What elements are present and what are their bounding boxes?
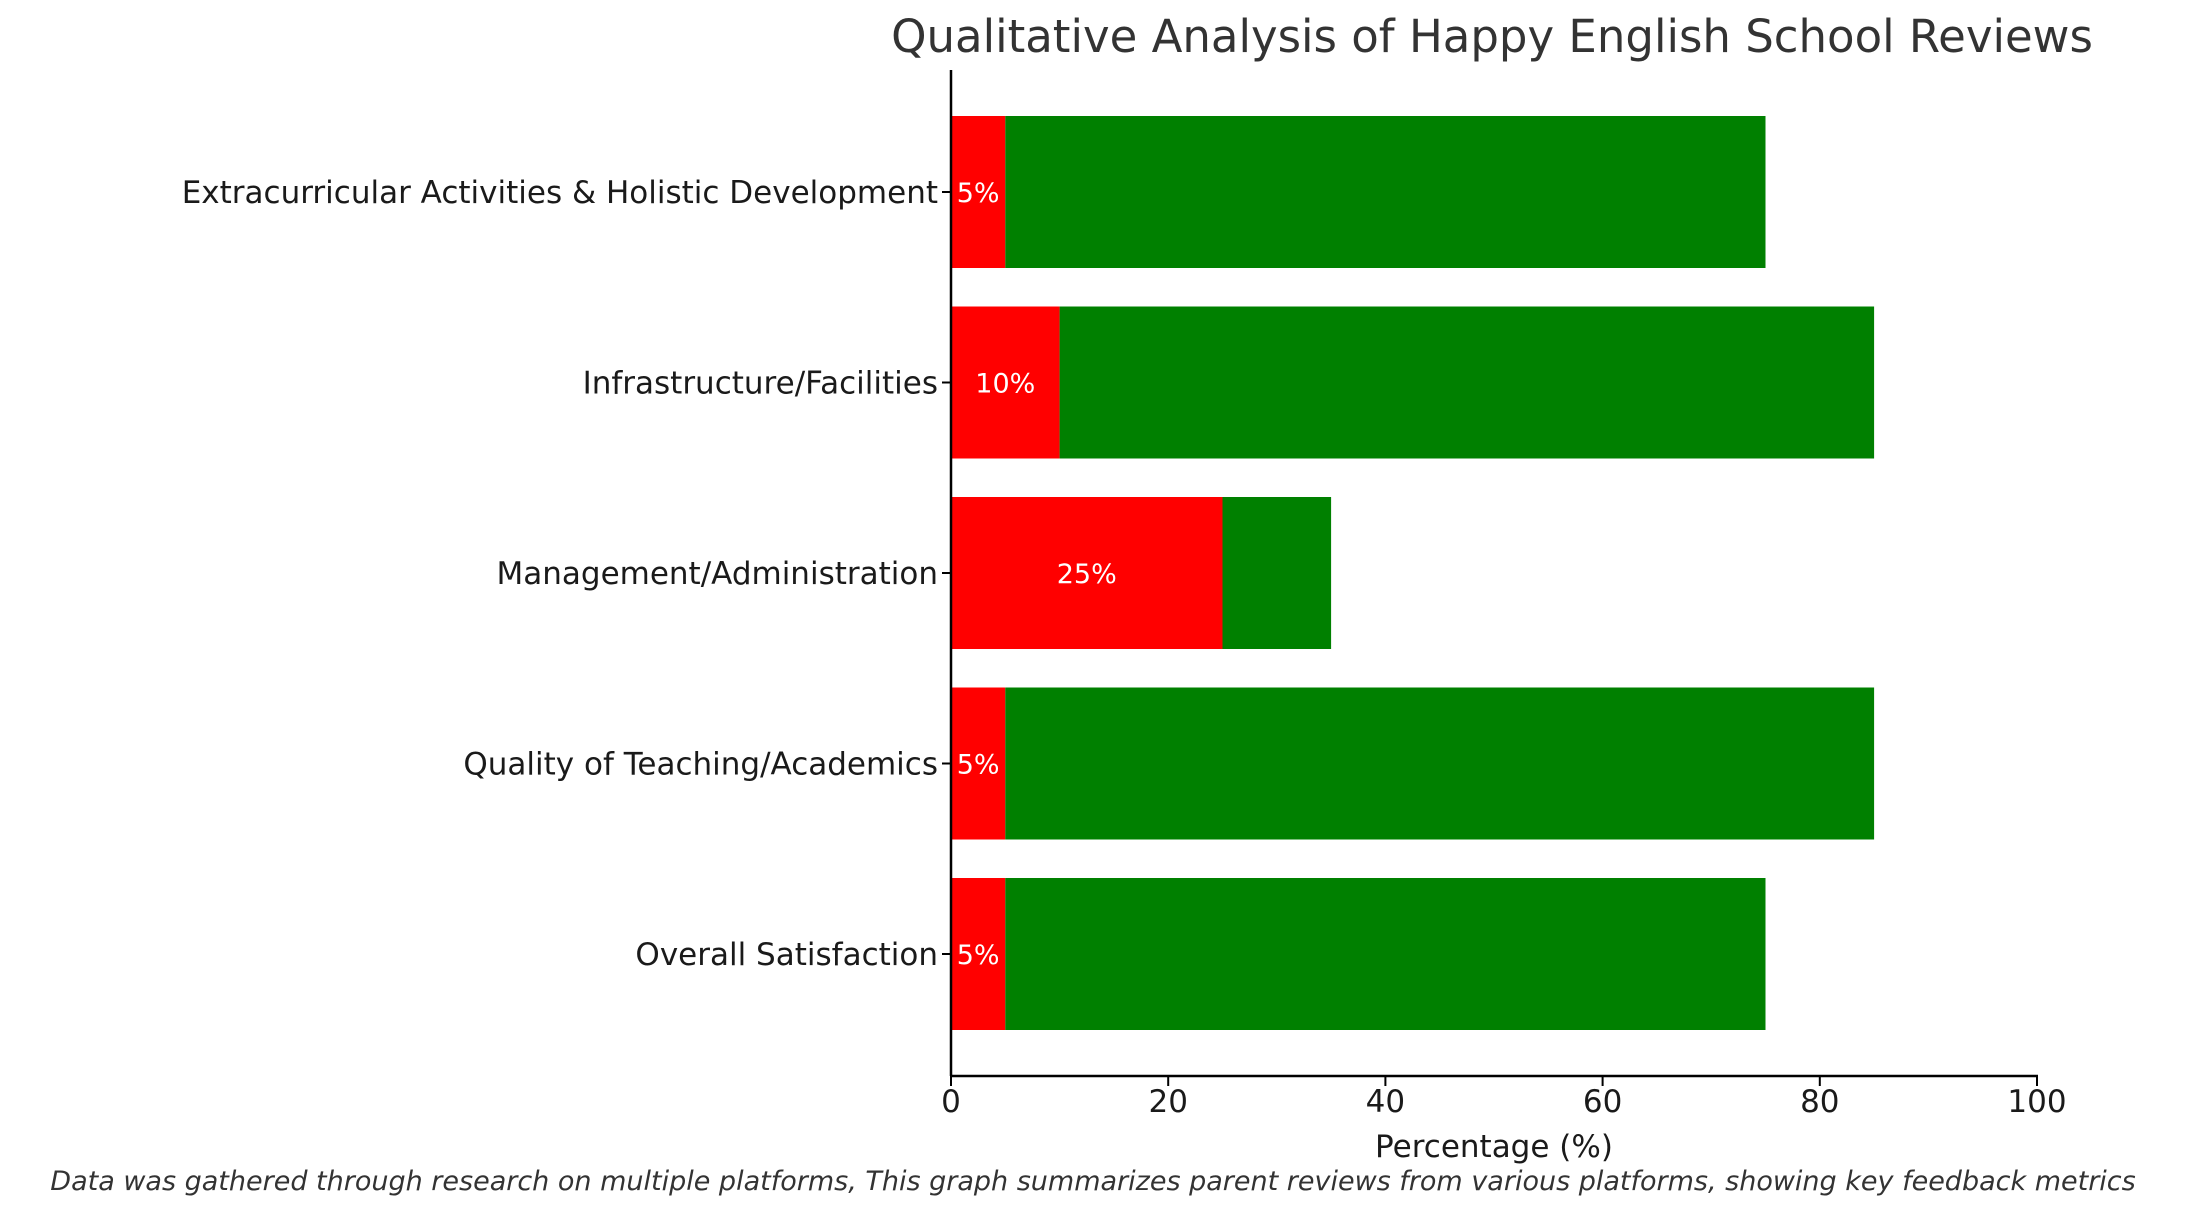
bar-segment-3-0	[951, 306, 1060, 459]
x-axis-label: Percentage (%)	[1375, 1129, 1613, 1165]
bar-segment-4-1	[1005, 116, 1766, 268]
bars-group	[951, 116, 1875, 1030]
x-tick-label: 80	[1800, 1084, 1839, 1120]
x-tick-label: 0	[941, 1084, 961, 1120]
bar-segment-3-1	[1059, 306, 1875, 459]
x-tick-label: 60	[1583, 1084, 1622, 1120]
category-label: Infrastructure/Facilities	[583, 366, 938, 402]
bar-labels-group: 5% 5% 25% 10% 5%	[957, 178, 1117, 971]
category-labels-group: Overall Satisfaction Quality of Teaching/…	[182, 175, 951, 973]
bar-segment-2-1	[1222, 497, 1332, 649]
bar-segment-1-1	[1005, 687, 1875, 840]
category-label: Management/Administration	[497, 556, 939, 592]
bar-value-label: 25%	[1057, 559, 1117, 590]
bar-value-label: 5%	[957, 940, 1000, 971]
bar-value-label: 5%	[957, 750, 1000, 781]
bar-value-label: 5%	[957, 178, 1000, 209]
x-tick-label: 100	[2007, 1084, 2066, 1120]
x-ticks-group: 0 20 40 60 80 100	[941, 1076, 2067, 1120]
bar-segment-1-0	[951, 687, 1006, 840]
bar-value-label: 10%	[975, 369, 1035, 400]
bar-segment-4-0	[951, 116, 1006, 268]
bar-segment-2-0	[951, 497, 1223, 649]
chart-caption: Data was gathered through research on mu…	[50, 1166, 2135, 1197]
x-tick-label: 20	[1148, 1084, 1187, 1120]
x-tick-label: 40	[1366, 1084, 1405, 1120]
bar-segment-0-0	[951, 878, 1006, 1030]
chart-title: Qualitative Analysis of Happy English Sc…	[891, 10, 2093, 63]
category-label: Extracurricular Activities & Holistic De…	[182, 175, 938, 211]
category-label: Quality of Teaching/Academics	[463, 747, 938, 783]
category-label: Overall Satisfaction	[635, 937, 938, 973]
bar-segment-0-1	[1005, 878, 1766, 1030]
